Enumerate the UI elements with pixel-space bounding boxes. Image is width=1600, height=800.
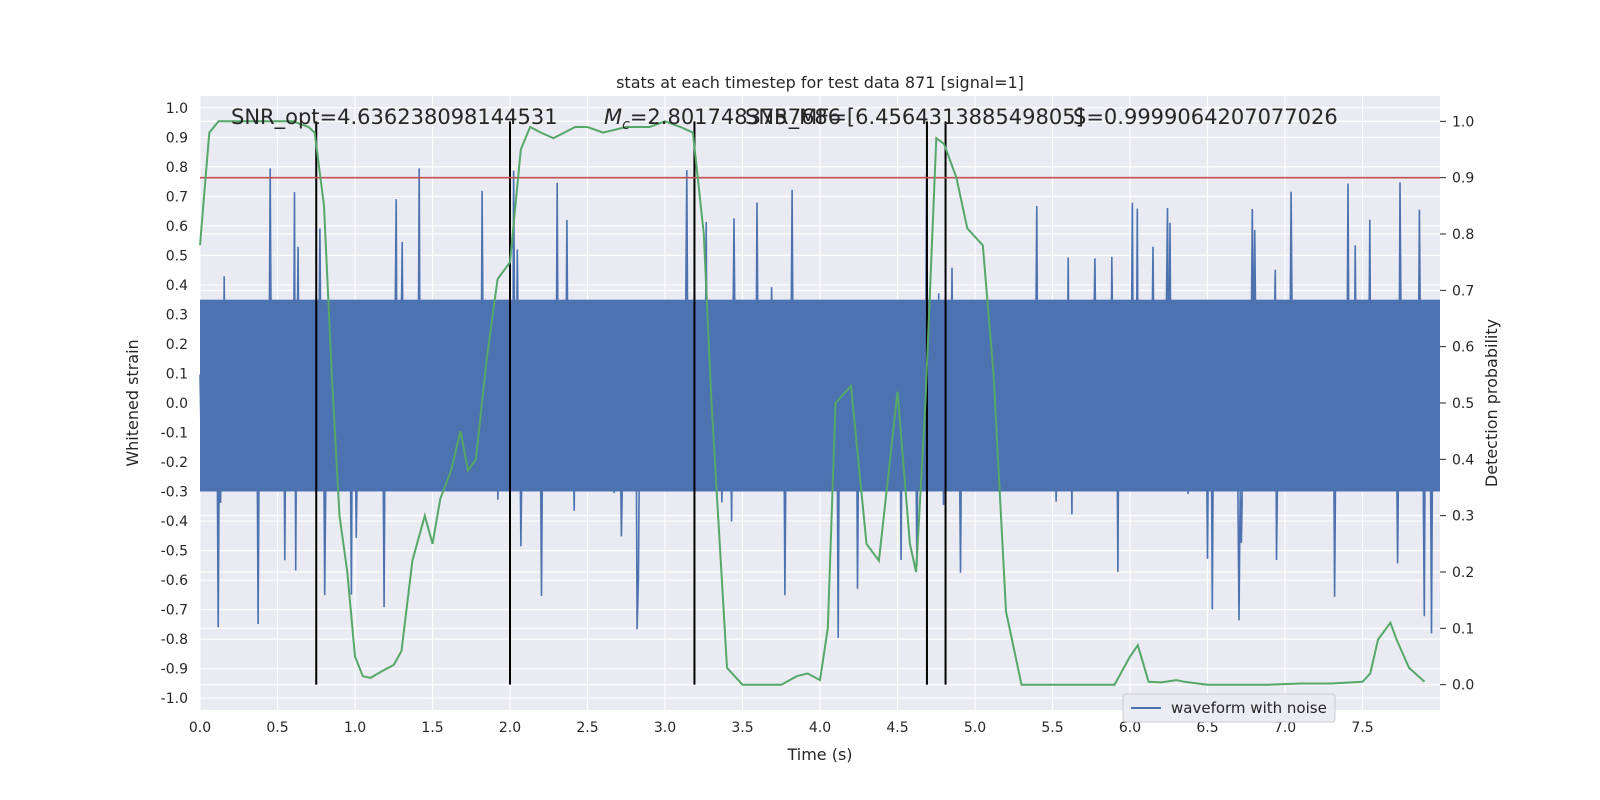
y-right-tick-label: 0.7 — [1452, 283, 1474, 299]
y-left-tick-label: -0.7 — [161, 603, 188, 619]
y-left-tick-label: 0.4 — [166, 278, 188, 294]
y-left-tick-label: 0.2 — [166, 337, 188, 353]
x-tick-label: 7.5 — [1351, 720, 1373, 736]
y-left-tick-label: 0.1 — [166, 366, 188, 382]
y-right-axis-ticks: 1.0 0.9 0.8 0.7 0.6 0.5 0.4 0.3 0.2 0.1 0.0 — [1440, 114, 1474, 693]
y-left-tick-label: 1.0 — [166, 101, 188, 117]
y-left-tick-label: 0.7 — [166, 189, 188, 205]
y-right-tick-label: 0.4 — [1452, 452, 1474, 468]
x-tick-label: 5.0 — [964, 720, 986, 736]
y-right-tick-label: 1.0 — [1452, 114, 1474, 130]
y-left-tick-label: 0.8 — [166, 160, 188, 176]
y-left-axis-ticks: 1.0 0.9 0.8 0.7 0.6 0.5 0.4 0.3 0.2 0.1 0.0 -0.1 -0.… — [161, 101, 188, 707]
y-right-tick-label: 0.2 — [1452, 565, 1474, 581]
y-right-tick-label: 0.8 — [1452, 227, 1474, 243]
y-left-tick-label: 0.9 — [166, 130, 188, 146]
y-left-tick-label: -0.4 — [161, 514, 188, 530]
y-right-tick-label: 0.5 — [1452, 396, 1474, 412]
waveform-dense-band — [200, 300, 1440, 492]
mc-symbol: M — [604, 105, 622, 129]
y-axis-label-right: Detection probability — [1482, 319, 1501, 487]
y-right-tick-label: 0.3 — [1452, 509, 1474, 525]
y-left-tick-label: 0.3 — [166, 307, 188, 323]
y-left-tick-label: 0.5 — [166, 248, 188, 264]
x-tick-label: 3.0 — [654, 720, 676, 736]
y-left-tick-label: -0.1 — [161, 426, 188, 442]
y-left-tick-label: -0.9 — [161, 662, 188, 678]
x-tick-label: 5.5 — [1041, 720, 1063, 736]
y-left-tick-label: 0.6 — [166, 219, 188, 235]
y-left-tick-label: 0.0 — [166, 396, 188, 412]
x-tick-label: 1.5 — [421, 720, 443, 736]
x-tick-label: 2.5 — [576, 720, 598, 736]
y-left-tick-label: -0.8 — [161, 632, 188, 648]
y-right-tick-label: 0.0 — [1452, 678, 1474, 694]
x-tick-label: 4.0 — [809, 720, 831, 736]
chart-title: stats at each timestep for test data 871… — [616, 73, 1024, 92]
x-tick-label: 2.0 — [499, 720, 521, 736]
y-left-tick-label: -0.5 — [161, 544, 188, 560]
annotation-snr-mf: SNR_MF=[6.456431388549805] — [745, 105, 1084, 130]
annotation-s: S=0.9999064207077026 — [1073, 105, 1338, 129]
y-axis-label-left: Whitened strain — [123, 339, 142, 466]
y-right-tick-label: 0.6 — [1452, 340, 1474, 356]
x-tick-label: 3.5 — [731, 720, 753, 736]
legend-label: waveform with noise — [1171, 699, 1327, 717]
x-tick-label: 1.0 — [344, 720, 366, 736]
x-tick-label: 0.5 — [266, 720, 288, 736]
y-right-tick-label: 0.9 — [1452, 171, 1474, 187]
x-tick-label: 4.5 — [886, 720, 908, 736]
y-left-tick-label: -0.3 — [161, 485, 188, 501]
y-left-tick-label: -0.6 — [161, 573, 188, 589]
x-tick-label: 0.0 — [189, 720, 211, 736]
y-left-tick-label: -1.0 — [161, 691, 188, 707]
annotation-snr-opt: SNR_opt=4.636238098144531 — [231, 105, 558, 130]
y-left-tick-label: -0.2 — [161, 455, 188, 471]
x-axis-label: Time (s) — [786, 745, 852, 764]
y-right-tick-label: 0.1 — [1452, 621, 1474, 637]
legend: waveform with noise — [1123, 694, 1335, 722]
